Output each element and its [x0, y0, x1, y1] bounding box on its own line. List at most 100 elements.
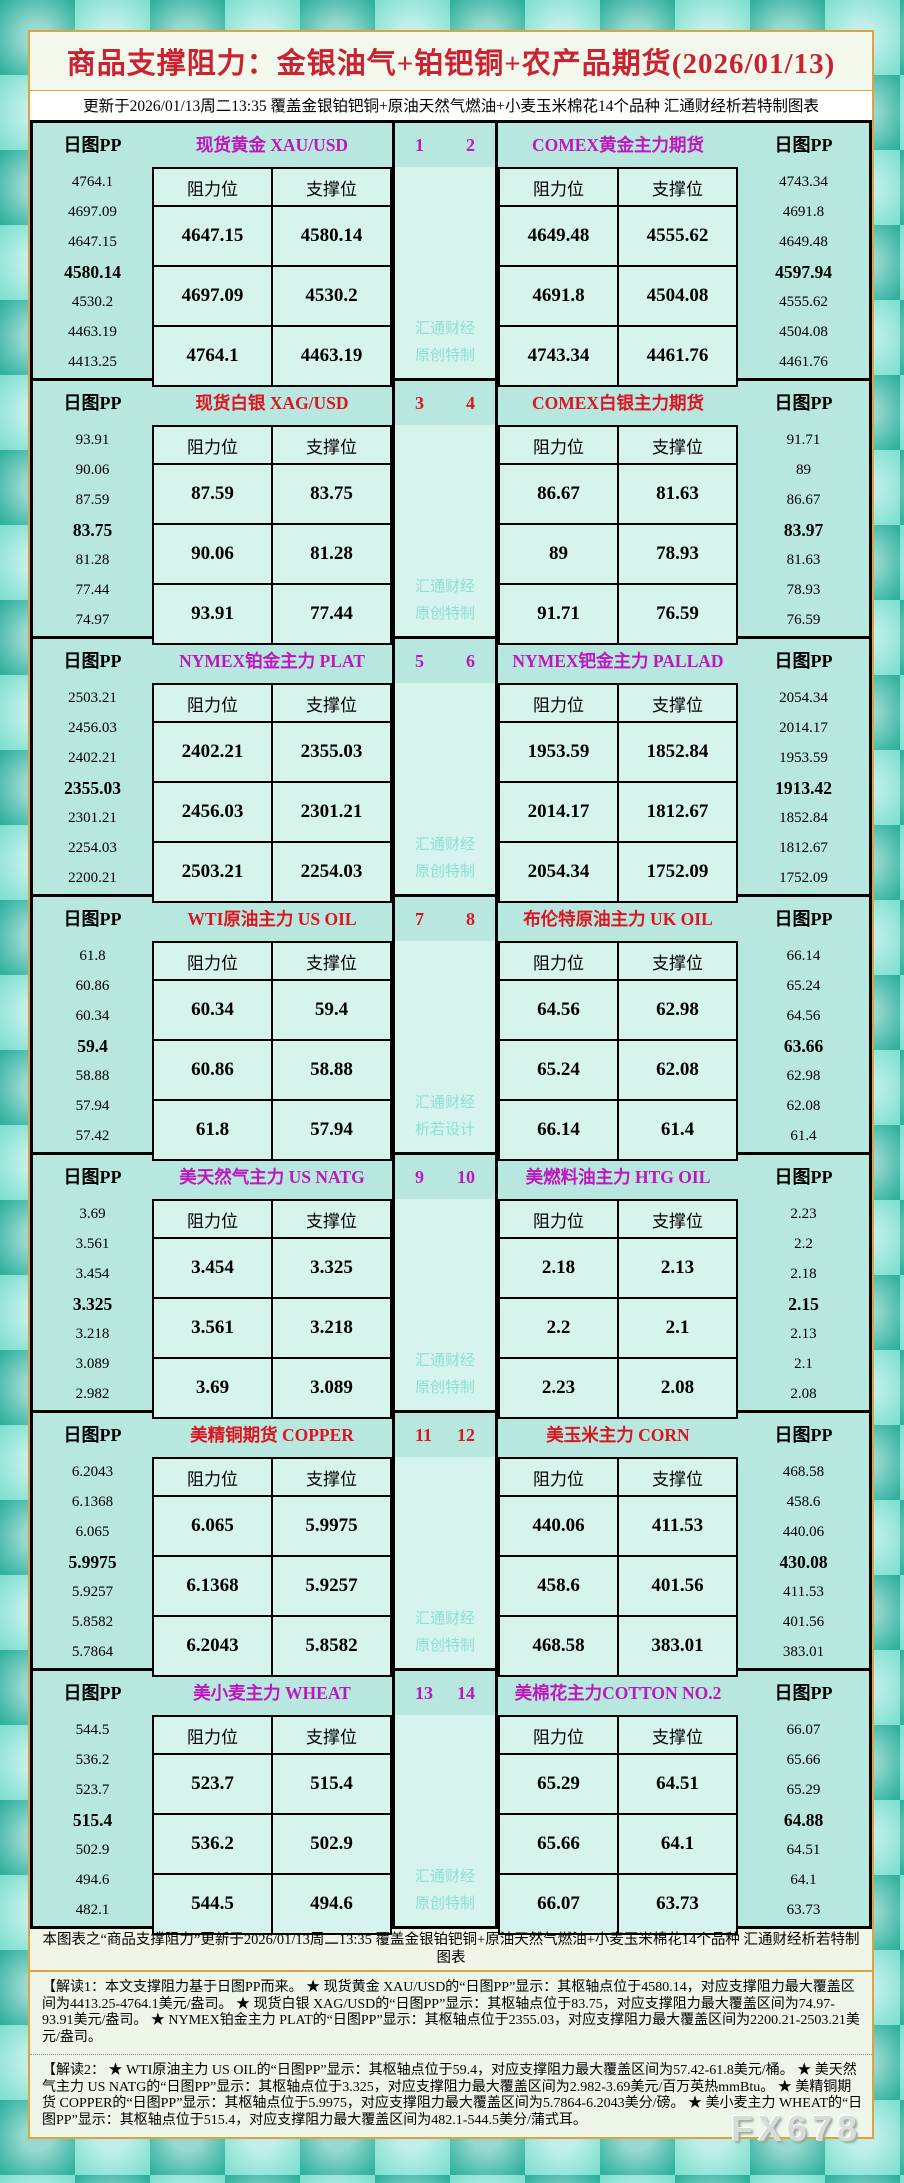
resistance-header: 阻力位: [498, 167, 619, 207]
resistance-value: 90.06: [152, 523, 273, 585]
support-header: 支撑位: [617, 1457, 738, 1497]
resistance-value: 4647.15: [152, 205, 273, 267]
resistance-value: 2503.21: [152, 841, 273, 903]
pair-index-left: 5: [415, 650, 424, 671]
pp-level: 2.18: [790, 1265, 817, 1282]
pp-level: 63.73: [786, 1902, 821, 1919]
resistance-value: 2014.17: [498, 781, 619, 843]
pp-pivot-level: 4580.14: [64, 261, 121, 282]
instrument-title: COMEX白银主力期货: [531, 393, 705, 413]
pp-level: 3.218: [75, 1326, 110, 1343]
brand-watermark-line: 原创特制: [414, 1896, 475, 1912]
pp-level: 523.7: [75, 1781, 110, 1798]
pp-column-right: 日图PP 66.07 65.66 65.29 64.88 64.51 64.1 …: [738, 1671, 869, 1926]
levels-table: 阻力位 支撑位 3.454 3.325 3.561 3.218 3.69 3.0…: [152, 1199, 392, 1419]
support-value: 2355.03: [271, 721, 392, 783]
support-value: 383.01: [617, 1615, 738, 1677]
instrument-title: COMEX黄金主力期货: [531, 135, 705, 155]
pp-level: 3.561: [75, 1235, 110, 1252]
instrument-panel-left: WTI原油主力 US OIL 阻力位 支撑位 60.34 59.4 60.86 …: [152, 897, 392, 1161]
resistance-value: 2054.34: [498, 841, 619, 903]
resistance-header: 阻力位: [498, 1457, 619, 1497]
resistance-value: 536.2: [152, 1813, 273, 1875]
pp-level: 502.9: [75, 1842, 110, 1859]
support-header: 支撑位: [271, 1715, 392, 1755]
pp-level: 6.1368: [71, 1493, 114, 1510]
pp-levels-list: 4743.34 4691.8 4649.48 4597.94 4555.62 4…: [738, 167, 869, 378]
pp-level: 76.59: [786, 612, 821, 629]
pp-level: 64.1: [790, 1872, 817, 1889]
levels-table: 阻力位 支撑位 60.34 59.4 60.86 58.88 61.8 57.9…: [152, 941, 392, 1161]
support-value: 61.4: [617, 1099, 738, 1161]
resistance-header: 阻力位: [152, 941, 273, 981]
pp-column-right: 日图PP 91.71 89 86.67 83.97 81.63 78.93 76…: [738, 381, 869, 636]
pp-level: 57.42: [75, 1128, 110, 1145]
pp-pivot-level: 3.325: [72, 1293, 113, 1314]
instrument-title: 现货白银 XAG/USD: [195, 393, 349, 413]
support-value: 4463.19: [271, 325, 392, 387]
support-value: 5.9975: [271, 1495, 392, 1557]
instrument-title: 美小麦主力 WHEAT: [193, 1683, 351, 1703]
pair-index-right: 14: [457, 1682, 475, 1703]
pair-index-left: 9: [415, 1166, 424, 1187]
resistance-header: 阻力位: [498, 425, 619, 465]
instrument-title: NYMEX铂金主力 PLAT: [179, 651, 365, 671]
instrument-panel-right: COMEX黄金主力期货 阻力位 支撑位 4649.48 4555.62 4691…: [498, 123, 738, 387]
pp-levels-list: 2503.21 2456.03 2402.21 2355.03 2301.21 …: [33, 683, 152, 894]
support-value: 2254.03: [271, 841, 392, 903]
support-value: 57.94: [271, 1099, 392, 1161]
resistance-header: 阻力位: [152, 167, 273, 207]
pp-level: 2456.03: [68, 719, 117, 736]
pair-index-right: 10: [457, 1166, 475, 1187]
pp-level: 87.59: [75, 491, 110, 508]
pair-index-left: 13: [415, 1682, 433, 1703]
resistance-header: 阻力位: [152, 1457, 273, 1497]
instrument-panel-left: NYMEX铂金主力 PLAT 阻力位 支撑位 2402.21 2355.03 2…: [152, 639, 392, 903]
instrument-panel-right: COMEX白银主力期货 阻力位 支撑位 86.67 81.63 89 78.93: [498, 381, 738, 645]
interpretation-2: 【解读2： ★ WTI原油主力 US OIL的“日图PP”显示：其枢轴点位于59…: [42, 2063, 863, 2128]
pp-column-left: 日图PP 61.8 60.86 60.34 59.4 58.88 57.94 5…: [33, 897, 152, 1152]
levels-table: 阻力位 支撑位 87.59 83.75 90.06 81.28 93.91 77…: [152, 425, 392, 645]
pp-level: 62.08: [786, 1098, 821, 1115]
pair-index-right: 6: [466, 650, 475, 671]
pair-index-column: 1 2 汇通财经 原创特制: [392, 123, 498, 378]
pp-level: 458.6: [786, 1493, 821, 1510]
pp-level: 93.91: [75, 431, 110, 448]
pair-indexes: 13 14: [395, 1671, 495, 1715]
pp-level: 4647.15: [68, 233, 117, 250]
footer-note: 本图表之“商品支撑阻力”更新于2026/01/13周二13:35 覆盖金银铂钯铜…: [30, 1929, 872, 1972]
pp-level: 77.44: [75, 582, 110, 599]
brand-watermark-area: 汇通财经 原创特制: [395, 425, 495, 636]
instrument-panel-right: 布伦特原油主力 UK OIL 阻力位 支撑位 64.56 62.98 65.24…: [498, 897, 738, 1161]
pp-column-header: 日图PP: [63, 393, 122, 413]
pp-level: 4530.2: [71, 294, 114, 311]
pp-level: 2014.17: [779, 719, 828, 736]
pp-column-right: 日图PP 2.23 2.2 2.18 2.15 2.13 2.1 2.08: [738, 1155, 869, 1410]
support-value: 64.51: [617, 1753, 738, 1815]
resistance-value: 2456.03: [152, 781, 273, 843]
support-value: 64.1: [617, 1813, 738, 1875]
pp-level: 66.07: [786, 1721, 821, 1738]
pp-level: 64.56: [786, 1007, 821, 1024]
instrument-title: 美精铜期货 COPPER: [190, 1425, 354, 1445]
brand-watermark-line: 汇通财经: [414, 1095, 475, 1111]
resistance-value: 87.59: [152, 463, 273, 525]
support-value: 4530.2: [271, 265, 392, 327]
pp-level: 65.29: [786, 1781, 821, 1798]
support-value: 411.53: [617, 1495, 738, 1557]
commodity-block: 日图PP 2503.21 2456.03 2402.21 2355.03 230…: [33, 639, 869, 903]
pair-index-column: 3 4 汇通财经 原创特制: [392, 381, 498, 636]
pp-level: 4649.48: [779, 233, 828, 250]
resistance-header: 阻力位: [498, 683, 619, 723]
support-value: 83.75: [271, 463, 392, 525]
pp-column-header: 日图PP: [774, 393, 833, 413]
support-header: 支撑位: [617, 683, 738, 723]
brand-watermark-area: 汇通财经 原创特制: [395, 1199, 495, 1410]
pp-level: 383.01: [782, 1644, 825, 1661]
page-title: 商品支撑阻力：金银油气+铂钯铜+农产品期货(2026/01/13): [66, 48, 836, 80]
pair-indexes: 3 4: [395, 381, 495, 425]
resistance-value: 65.24: [498, 1039, 619, 1101]
pp-pivot-level: 430.08: [779, 1551, 828, 1572]
pp-level: 2.982: [75, 1386, 110, 1403]
